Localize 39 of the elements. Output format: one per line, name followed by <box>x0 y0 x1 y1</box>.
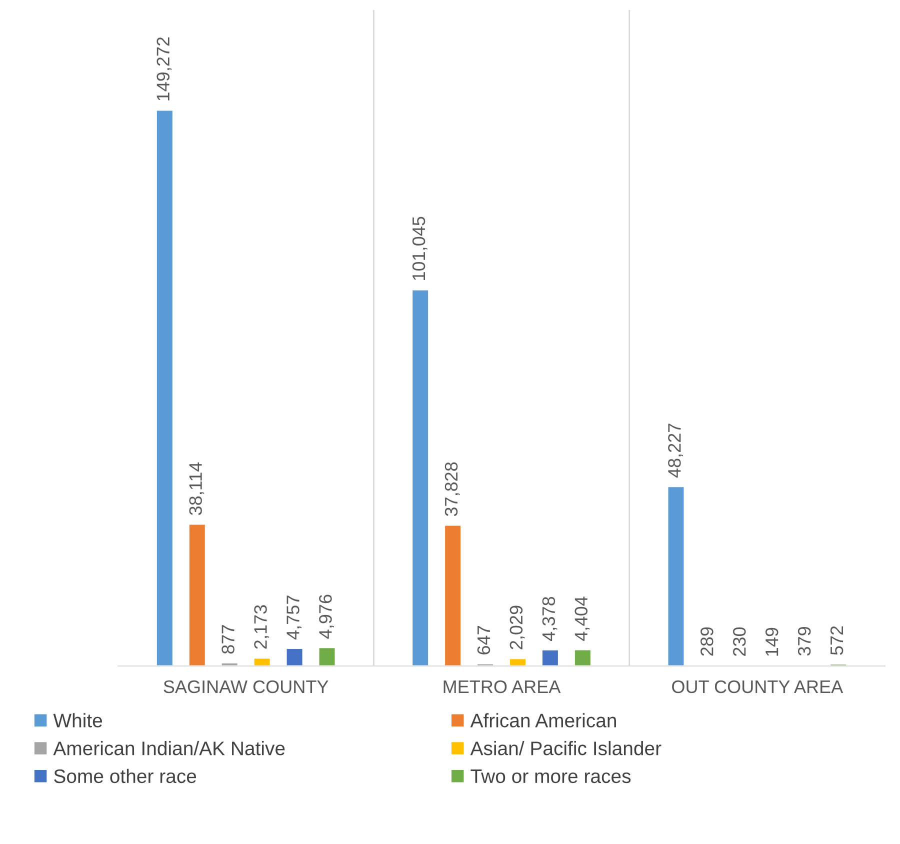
bar <box>188 523 206 666</box>
x-tick-label: METRO AREA <box>444 680 561 694</box>
legend-label: Some other race <box>54 768 196 784</box>
data-label: 38,114 <box>189 462 204 516</box>
data-label: 149,272 <box>156 37 172 100</box>
data-label: 289 <box>700 627 714 656</box>
data-label: 230 <box>732 627 746 656</box>
legend-label: African American <box>470 713 616 728</box>
bar <box>574 648 592 666</box>
data-label: 572 <box>830 626 844 655</box>
data-label: 37,828 <box>444 462 460 516</box>
legend-label: American Indian/AK Native <box>53 740 285 756</box>
bar <box>508 658 527 666</box>
bar <box>411 288 430 666</box>
data-label: 101,045 <box>412 216 428 280</box>
data-label: 149 <box>765 628 778 656</box>
data-label: 48,227 <box>668 424 683 478</box>
data-label: 379 <box>798 626 811 656</box>
legend-label: Two or more races <box>470 770 631 784</box>
x-tick-label: SAGINAW COUNTY <box>164 680 328 694</box>
x-tick-label: OUT COUNTY AREA <box>672 680 844 694</box>
data-label: 647 <box>477 626 490 654</box>
data-label: 4,757 <box>286 596 302 640</box>
bar <box>252 657 272 666</box>
bar <box>156 109 174 666</box>
bar <box>285 648 304 666</box>
data-label: 4,976 <box>319 594 334 639</box>
data-label: 4,378 <box>542 596 558 641</box>
legend-label: Asian/ Pacific Islander <box>470 740 662 756</box>
data-label: 4,404 <box>574 596 590 641</box>
data-label: 2,173 <box>254 605 270 649</box>
bar <box>444 524 462 666</box>
bar <box>541 649 560 666</box>
bar <box>318 646 336 666</box>
bar <box>666 486 686 666</box>
bar <box>829 663 848 666</box>
data-label: 877 <box>222 625 234 654</box>
data-label: 2,029 <box>510 606 525 650</box>
legend-label: White <box>53 713 102 728</box>
